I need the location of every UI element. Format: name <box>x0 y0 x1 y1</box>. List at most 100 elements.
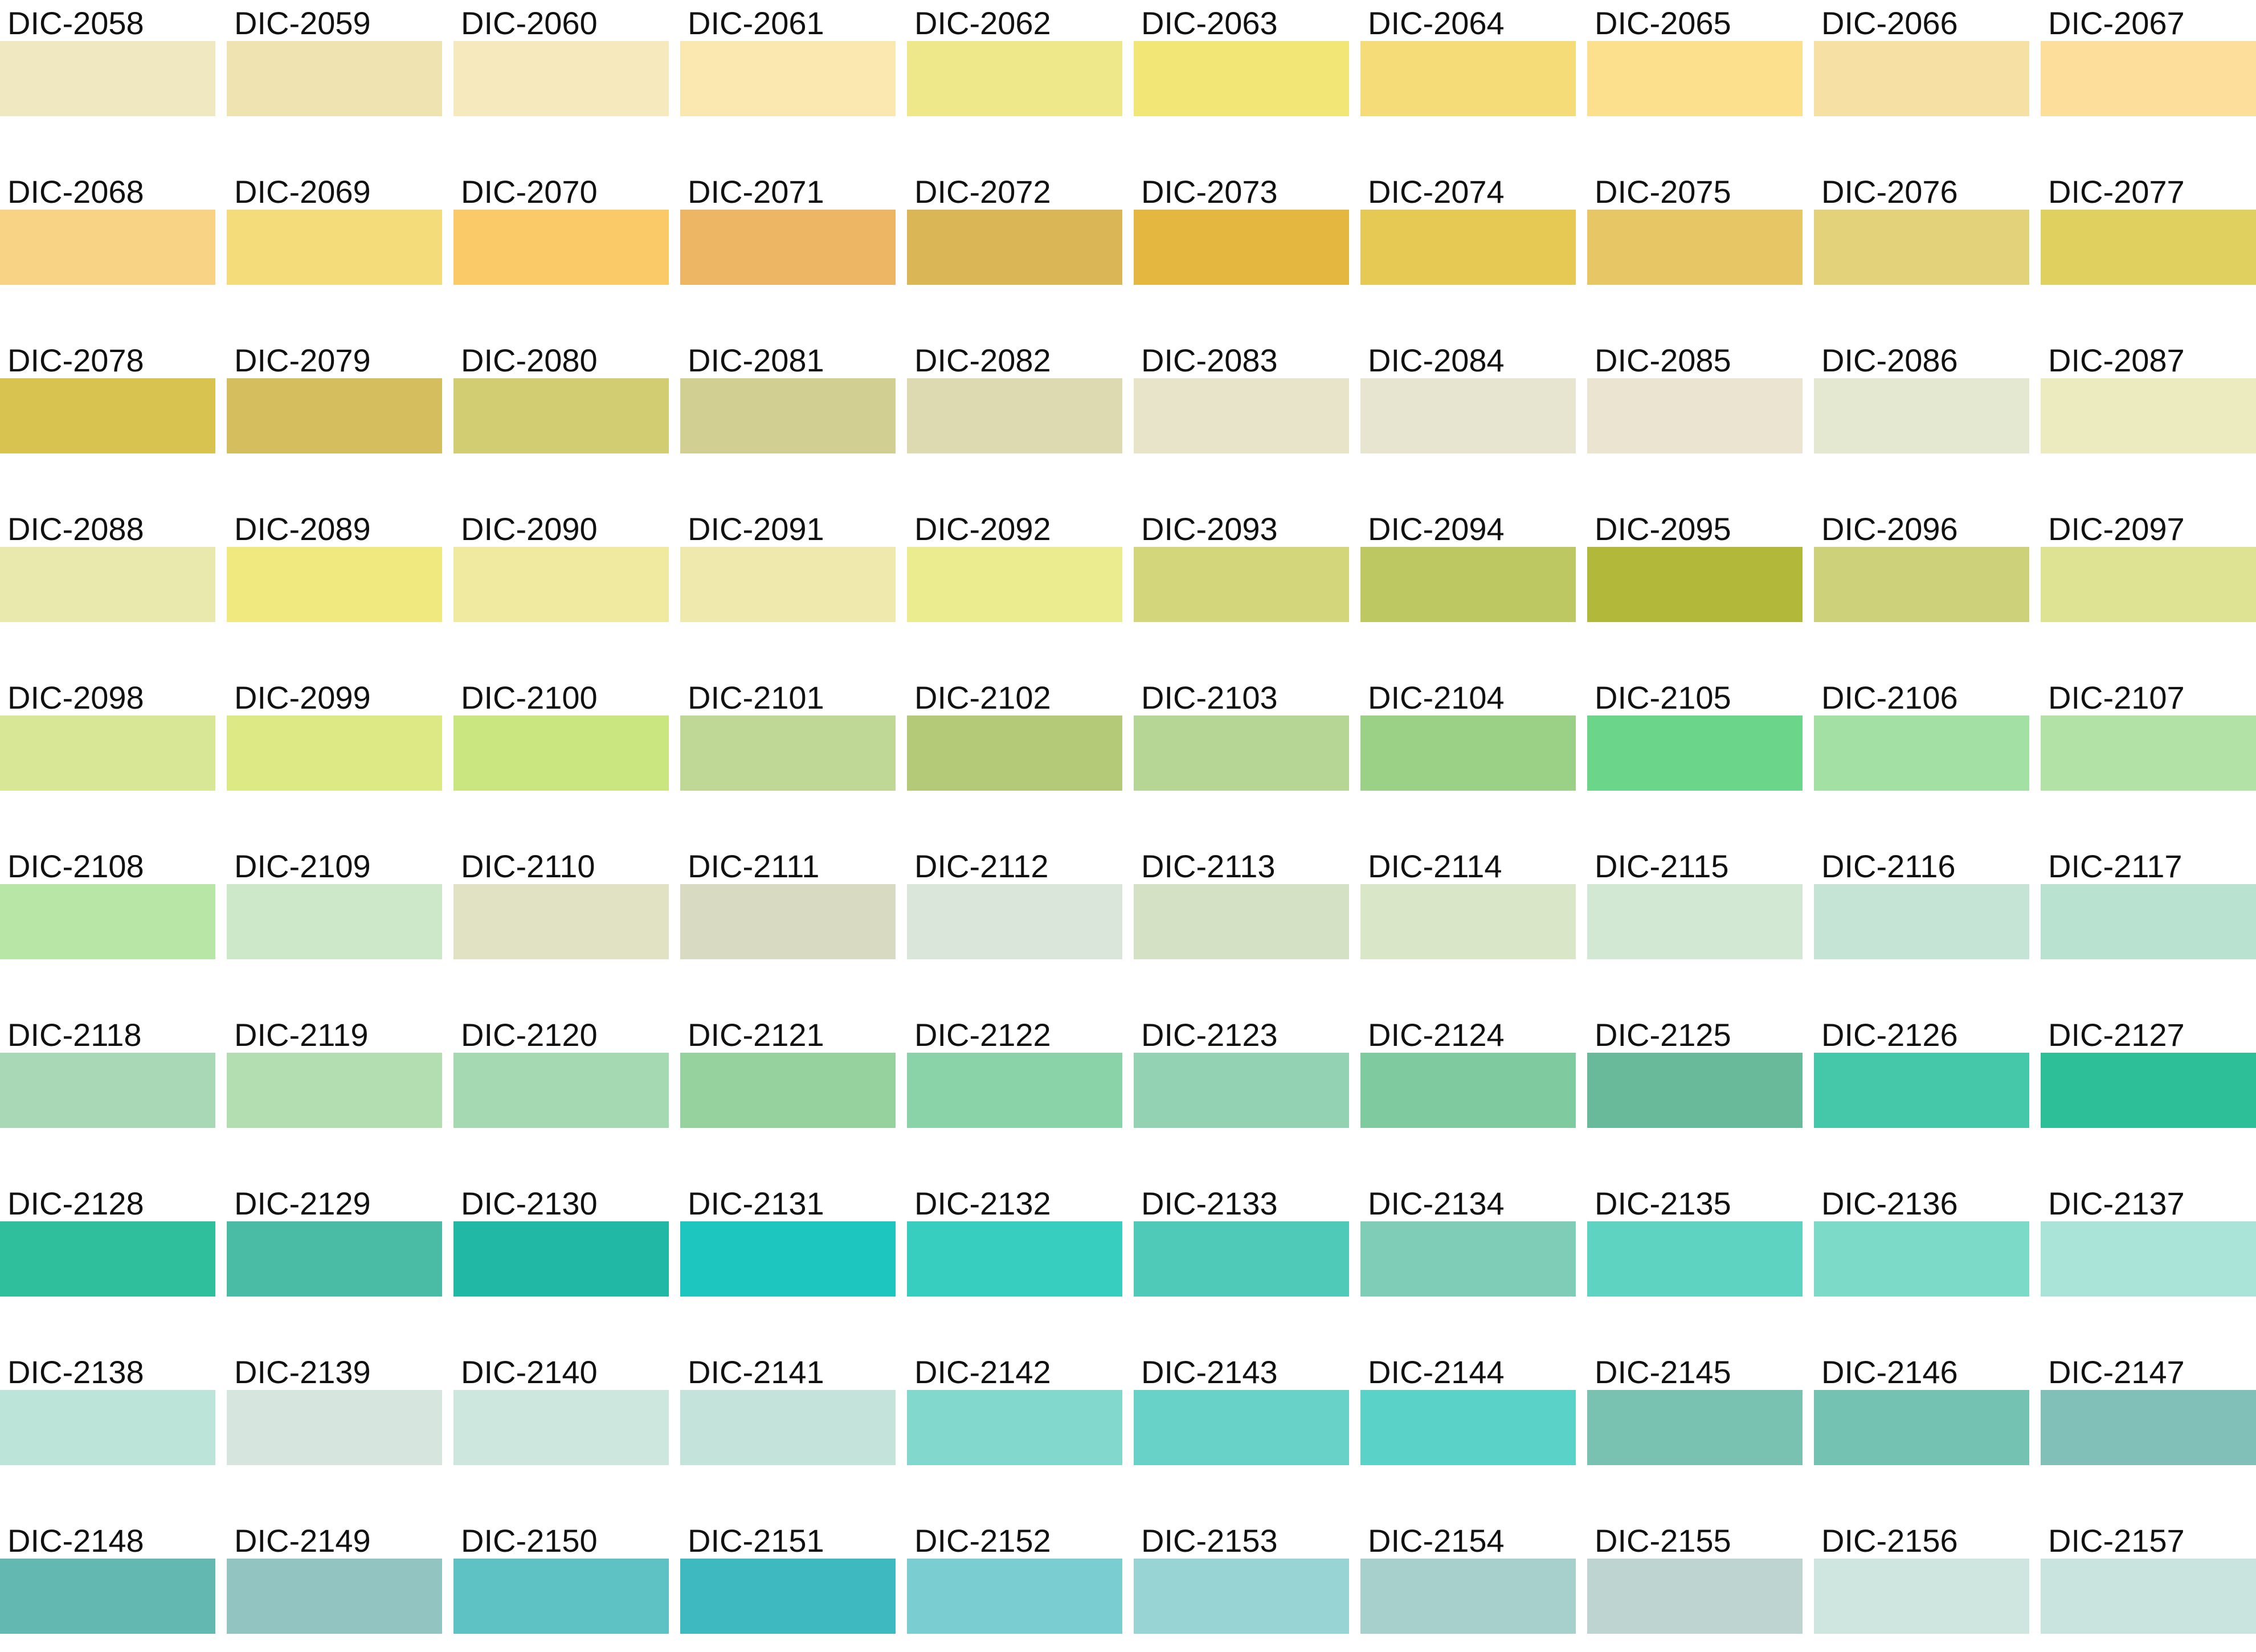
swatch <box>0 1559 215 1634</box>
swatch <box>227 210 442 285</box>
swatch <box>1587 715 1803 791</box>
swatch <box>0 210 215 285</box>
swatch <box>1587 378 1803 453</box>
swatch <box>680 1559 896 1634</box>
swatch-code: DIC-2091 <box>688 511 824 547</box>
swatch-code: DIC-2062 <box>914 5 1051 41</box>
swatch-code: DIC-2135 <box>1595 1185 1731 1221</box>
swatch <box>227 547 442 622</box>
swatch <box>1814 1390 2029 1465</box>
swatch-code: DIC-2138 <box>7 1354 144 1390</box>
swatch-code: DIC-2081 <box>688 342 824 378</box>
swatch <box>907 1390 1122 1465</box>
swatch-code: DIC-2108 <box>7 848 144 884</box>
swatch-code: DIC-2110 <box>461 848 595 884</box>
swatch-code: DIC-2121 <box>688 1017 824 1053</box>
swatch-code: DIC-2075 <box>1595 174 1731 210</box>
swatch <box>2041 1221 2256 1297</box>
swatch <box>1587 41 1803 116</box>
swatch-code: DIC-2094 <box>1368 511 1505 547</box>
swatch <box>907 1559 1122 1634</box>
swatch <box>1134 547 1349 622</box>
swatch <box>227 1221 442 1297</box>
swatch <box>680 884 896 959</box>
swatch <box>227 715 442 791</box>
swatch <box>1360 1390 1576 1465</box>
swatch-code: DIC-2152 <box>914 1523 1051 1559</box>
swatch-code: DIC-2126 <box>1821 1017 1958 1053</box>
swatch-code: DIC-2085 <box>1595 342 1731 378</box>
swatch <box>453 1390 669 1465</box>
swatch <box>1134 1221 1349 1297</box>
swatch-code: DIC-2071 <box>688 174 824 210</box>
swatch-code: DIC-2117 <box>2048 848 2183 884</box>
swatch <box>1134 1559 1349 1634</box>
swatch-code: DIC-2104 <box>1368 680 1505 715</box>
swatch-code: DIC-2103 <box>1141 680 1278 715</box>
swatch-code: DIC-2068 <box>7 174 144 210</box>
swatch-code: DIC-2066 <box>1821 5 1958 41</box>
swatch <box>0 378 215 453</box>
swatch <box>680 41 896 116</box>
swatch-code: DIC-2100 <box>461 680 598 715</box>
swatch <box>1134 210 1349 285</box>
swatch <box>1587 547 1803 622</box>
swatch <box>1814 41 2029 116</box>
swatch <box>227 1053 442 1128</box>
swatch <box>1360 715 1576 791</box>
swatch-code: DIC-2073 <box>1141 174 1278 210</box>
swatch <box>907 547 1122 622</box>
swatch-code: DIC-2097 <box>2048 511 2185 547</box>
swatch-code: DIC-2083 <box>1141 342 1278 378</box>
swatch-code: DIC-2113 <box>1141 848 1276 884</box>
swatch <box>2041 884 2256 959</box>
swatch-code: DIC-2107 <box>2048 680 2185 715</box>
swatch <box>1814 1053 2029 1128</box>
swatch-code: DIC-2101 <box>688 680 824 715</box>
swatch-code: DIC-2069 <box>234 174 371 210</box>
swatch <box>1360 1053 1576 1128</box>
swatch-code: DIC-2133 <box>1141 1185 1278 1221</box>
swatch <box>1134 1053 1349 1128</box>
swatch <box>2041 1559 2256 1634</box>
swatch <box>227 1390 442 1465</box>
swatch-code: DIC-2131 <box>688 1185 824 1221</box>
swatch <box>1814 1221 2029 1297</box>
swatch-code: DIC-2128 <box>7 1185 144 1221</box>
swatch <box>907 1221 1122 1297</box>
swatch <box>453 884 669 959</box>
swatch-code: DIC-2127 <box>2048 1017 2185 1053</box>
swatch-code: DIC-2142 <box>914 1354 1051 1390</box>
swatch-code: DIC-2151 <box>688 1523 824 1559</box>
swatch-code: DIC-2115 <box>1595 848 1729 884</box>
swatch <box>680 1053 896 1128</box>
swatch-code: DIC-2063 <box>1141 5 1278 41</box>
swatch-code: DIC-2146 <box>1821 1354 1958 1390</box>
swatch <box>453 547 669 622</box>
swatch <box>680 210 896 285</box>
swatch <box>1134 1390 1349 1465</box>
swatch <box>907 1053 1122 1128</box>
swatch-code: DIC-2058 <box>7 5 144 41</box>
swatch-code: DIC-2150 <box>461 1523 598 1559</box>
swatch-code: DIC-2153 <box>1141 1523 1278 1559</box>
swatch <box>0 1053 215 1128</box>
swatch-code: DIC-2098 <box>7 680 144 715</box>
swatch-code: DIC-2059 <box>234 5 371 41</box>
swatch-code: DIC-2064 <box>1368 5 1505 41</box>
swatch <box>1814 547 2029 622</box>
swatch <box>2041 378 2256 453</box>
swatch-code: DIC-2079 <box>234 342 371 378</box>
swatch-code: DIC-2139 <box>234 1354 371 1390</box>
swatch <box>2041 41 2256 116</box>
swatch-code: DIC-2089 <box>234 511 371 547</box>
swatch <box>1587 884 1803 959</box>
swatch-code: DIC-2099 <box>234 680 371 715</box>
swatch-code: DIC-2111 <box>688 848 819 884</box>
swatch-code: DIC-2074 <box>1368 174 1505 210</box>
swatch <box>1814 378 2029 453</box>
swatch-code: DIC-2147 <box>2048 1354 2185 1390</box>
swatch-code: DIC-2086 <box>1821 342 1958 378</box>
swatch-code: DIC-2155 <box>1595 1523 1731 1559</box>
